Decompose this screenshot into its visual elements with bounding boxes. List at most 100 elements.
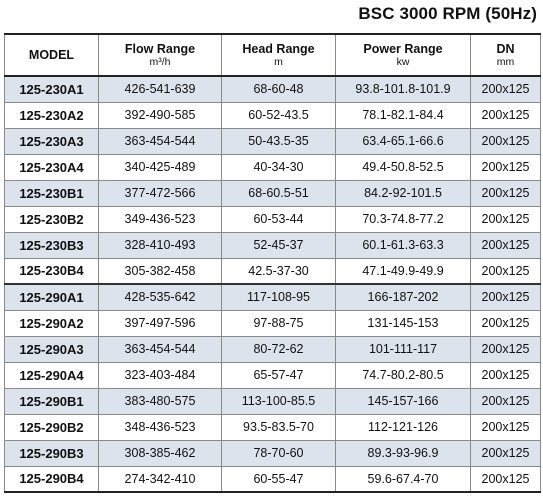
head-range-cell: 60-53-44 [221,205,336,233]
table-row: 125-230B1 377-472-566 68-60.5-51 84.2-92-10… [4,179,541,207]
flow-range-cell: 383-480-575 [98,387,222,415]
header-row: MODEL Flow Range m³/h Head Range m Power… [4,33,541,77]
head-range-cell: 65-57-47 [221,361,336,389]
table-row: 125-290A1 428-535-642 117-108-95 166-187-20… [4,283,541,311]
model-cell: 125-230B4 [4,257,99,285]
flow-range-cell: 426-541-639 [98,75,222,103]
flow-range-cell: 323-403-484 [98,361,222,389]
dn-cell: 200x125 [470,179,541,207]
flow-range-cell: 397-497-596 [98,309,222,337]
head-range-cell: 60-55-47 [221,465,336,493]
table-row: 125-230B3 328-410-493 52-45-37 60.1-61.3-63… [4,231,541,259]
header-head-unit: m [274,56,283,68]
power-range-cell: 70.3-74.8-77.2 [335,205,471,233]
head-range-cell: 97-88-75 [221,309,336,337]
header-flow-label: Flow Range [124,42,196,56]
dn-cell: 200x125 [470,387,541,415]
power-range-cell: 93.8-101.8-101.9 [335,75,471,103]
table-row: 125-230A1 426-541-639 68-60-48 93.8-101.8-1… [4,75,541,103]
model-cell: 125-290A1 [4,283,99,311]
header-power-unit: kw [396,56,410,68]
model-cell: 125-230B2 [4,205,99,233]
table-row: 125-290A3 363-454-544 80-72-62 101-111-117 2… [4,335,541,363]
head-range-cell: 50-43.5-35 [221,127,336,155]
model-cell: 125-230A2 [4,101,99,129]
table-row: 125-290B1 383-480-575 113-100-85.5 145-157-… [4,387,541,415]
head-range-cell: 68-60-48 [221,75,336,103]
header-power: Power Range kw [335,33,471,77]
flow-range-cell: 363-454-544 [98,127,222,155]
dn-cell: 200x125 [470,153,541,181]
table-row: 125-230B4 305-382-458 42.5-37-30 47.1-49.9-… [4,257,541,285]
head-range-cell: 113-100-85.5 [221,387,336,415]
flow-range-cell: 363-454-544 [98,335,222,363]
flow-range-cell: 348-436-523 [98,413,222,441]
dn-cell: 200x125 [470,101,541,129]
table-row: 125-290A2 397-497-596 97-88-75 131-145-153 2… [4,309,541,337]
header-model-label: MODEL [28,48,75,62]
power-range-cell: 131-145-153 [335,309,471,337]
header-flow: Flow Range m³/h [98,33,222,77]
dn-cell: 200x125 [470,257,541,285]
dn-cell: 200x125 [470,205,541,233]
flow-range-cell: 377-472-566 [98,179,222,207]
power-range-cell: 74.7-80.2-80.5 [335,361,471,389]
power-range-cell: 47.1-49.9-49.9 [335,257,471,285]
model-cell: 125-290A3 [4,335,99,363]
table-header: MODEL Flow Range m³/h Head Range m Power… [4,33,541,77]
dn-cell: 200x125 [470,439,541,467]
head-range-cell: 60-52-43.5 [221,101,336,129]
table-row: 125-230A3 363-454-544 50-43.5-35 63.4-65.1-… [4,127,541,155]
table-row: 125-290A4 323-403-484 65-57-47 74.7-80.2-80… [4,361,541,389]
head-range-cell: 80-72-62 [221,335,336,363]
model-cell: 125-290B1 [4,387,99,415]
power-range-cell: 78.1-82.1-84.4 [335,101,471,129]
flow-range-cell: 274-342-410 [98,465,222,493]
model-cell: 125-230B1 [4,179,99,207]
flow-range-cell: 308-385-462 [98,439,222,467]
model-cell: 125-230B3 [4,231,99,259]
power-range-cell: 63.4-65.1-66.6 [335,127,471,155]
power-range-cell: 59.6-67.4-70 [335,465,471,493]
power-range-cell: 89.3-93-96.9 [335,439,471,467]
flow-range-cell: 305-382-458 [98,257,222,285]
head-range-cell: 40-34-30 [221,153,336,181]
table-row: 125-230A4 340-425-489 40-34-30 49.4-50.8-52… [4,153,541,181]
table-row: 125-290B4 274-342-410 60-55-47 59.6-67.4-70… [4,465,541,493]
header-dn-label: DN [496,42,515,56]
head-range-cell: 42.5-37-30 [221,257,336,285]
flow-range-cell: 328-410-493 [98,231,222,259]
header-head: Head Range m [221,33,336,77]
pump-spec-table: MODEL Flow Range m³/h Head Range m Power… [4,33,541,493]
header-dn-unit: mm [496,56,515,68]
head-range-cell: 93.5-83.5-70 [221,413,336,441]
model-cell: 125-290A4 [4,361,99,389]
head-range-cell: 68-60.5-51 [221,179,336,207]
power-range-cell: 60.1-61.3-63.3 [335,231,471,259]
table-row: 125-230A2 392-490-585 60-52-43.5 78.1-82.1-… [4,101,541,129]
model-cell: 125-290B4 [4,465,99,493]
model-cell: 125-290B3 [4,439,99,467]
header-flow-unit: m³/h [149,56,171,68]
header-dn: DN mm [470,33,541,77]
flow-range-cell: 340-425-489 [98,153,222,181]
table-row: 125-290B3 308-385-462 78-70-60 89.3-93-96.9… [4,439,541,467]
power-range-cell: 145-157-166 [335,387,471,415]
power-range-cell: 49.4-50.8-52.5 [335,153,471,181]
model-cell: 125-230A3 [4,127,99,155]
power-range-cell: 101-111-117 [335,335,471,363]
dn-cell: 200x125 [470,231,541,259]
dn-cell: 200x125 [470,413,541,441]
header-head-label: Head Range [242,42,315,56]
page-title: BSC 3000 RPM (50Hz) [358,4,537,23]
flow-range-cell: 349-436-523 [98,205,222,233]
power-range-cell: 84.2-92-101.5 [335,179,471,207]
dn-cell: 200x125 [470,361,541,389]
dn-cell: 200x125 [470,127,541,155]
flow-range-cell: 392-490-585 [98,101,222,129]
table-body: 125-230A1 426-541-639 68-60-48 93.8-101.8-1… [4,75,541,493]
dn-cell: 200x125 [470,283,541,311]
table-row: 125-290B2 348-436-523 93.5-83.5-70 112-121-… [4,413,541,441]
flow-range-cell: 428-535-642 [98,283,222,311]
header-model: MODEL [4,33,99,77]
